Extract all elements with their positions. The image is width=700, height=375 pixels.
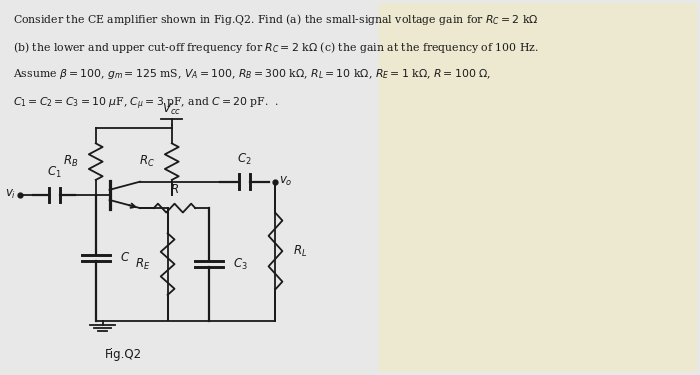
Text: $C_3$: $C_3$ — [233, 257, 248, 272]
Text: Fig.Q2: Fig.Q2 — [105, 348, 142, 361]
Text: (b) the lower and upper cut-off frequency for $R_C = 2$ k$\Omega$ (c) the gain a: (b) the lower and upper cut-off frequenc… — [13, 40, 538, 55]
Text: $C_1 = C_2 = C_3=10$ $\mu$F, $C_\mu=3$ pF, and $C= 20$ pF.  .: $C_1 = C_2 = C_3=10$ $\mu$F, $C_\mu=3$ p… — [13, 95, 279, 111]
Text: $V_{cc}$: $V_{cc}$ — [162, 102, 181, 117]
Text: Assume $\beta = 100$, $g_m = 125$ mS, $V_A = 100$, $R_B=300$ k$\Omega$, $R_L=10$: Assume $\beta = 100$, $g_m = 125$ mS, $V… — [13, 68, 491, 81]
Text: $R_B$: $R_B$ — [63, 154, 78, 169]
Text: $R_E$: $R_E$ — [135, 256, 150, 272]
Bar — [379, 3, 697, 372]
Text: $R_C$: $R_C$ — [139, 154, 155, 169]
Text: $C_2$: $C_2$ — [237, 152, 252, 167]
Text: $v_i$: $v_i$ — [5, 188, 16, 201]
Text: $R$: $R$ — [170, 183, 179, 196]
Text: $R_L$: $R_L$ — [293, 243, 307, 259]
Text: $v_o$: $v_o$ — [279, 175, 293, 188]
Text: Consider the CE amplifier shown in Fig.Q2. Find (a) the small-signal voltage gai: Consider the CE amplifier shown in Fig.Q… — [13, 12, 538, 27]
Text: $C$: $C$ — [120, 251, 130, 264]
Text: $C_1$: $C_1$ — [47, 165, 62, 180]
